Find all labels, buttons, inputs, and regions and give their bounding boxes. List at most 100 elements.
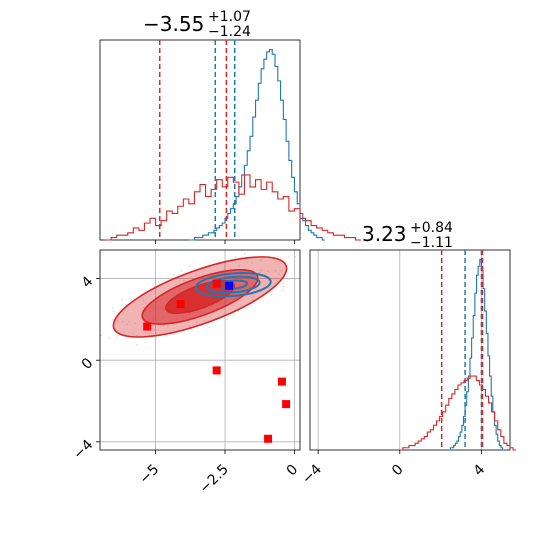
hist-bottom-right-xtick-label-1: 0 bbox=[389, 462, 407, 480]
scatter-point-0 bbox=[143, 322, 152, 331]
hist-top-left-series-0-step bbox=[188, 48, 325, 241]
contour-0-sample-63 bbox=[285, 276, 288, 278]
contour-0-sample-88 bbox=[144, 301, 147, 304]
contour-0-sample-12 bbox=[142, 306, 145, 309]
grid-bottom-right bbox=[317, 250, 482, 450]
contour-0-sample-28 bbox=[158, 282, 160, 284]
contour-0-sample-52 bbox=[238, 264, 240, 267]
contour-0-sample-131 bbox=[278, 273, 280, 276]
title-bottom-right-value: 3.23 bbox=[362, 222, 407, 246]
contour-0-sample-25 bbox=[112, 319, 114, 321]
contour-0-sample-17 bbox=[126, 323, 129, 326]
hist-top-left-marks bbox=[105, 40, 362, 241]
panel-top-left: −3.55 +1.07 −1.24 bbox=[99, 9, 362, 244]
contour-0-sample-22 bbox=[136, 334, 138, 337]
axes-joint bbox=[99, 249, 301, 451]
scatter-point-1 bbox=[176, 300, 185, 309]
contour-0-sample-66 bbox=[232, 314, 235, 316]
hist-bottom-right-series-0-step bbox=[448, 258, 505, 451]
scatter-point-6 bbox=[264, 434, 273, 443]
contour-0-sample-14 bbox=[166, 325, 169, 328]
contour-0-sample-35 bbox=[136, 344, 138, 346]
contour-0-sample-51 bbox=[134, 322, 136, 325]
contour-0-sample-123 bbox=[259, 271, 261, 274]
scatter-point-5 bbox=[282, 400, 291, 409]
contour-0-sample-58 bbox=[252, 298, 254, 301]
contour-0-sample-31 bbox=[243, 252, 246, 255]
contour-0-sample-53 bbox=[209, 315, 211, 318]
contour-0-sample-71 bbox=[282, 289, 284, 291]
contour-0-sample-64 bbox=[115, 336, 118, 339]
contour-0-sample-95 bbox=[188, 325, 191, 328]
scatter-point-3 bbox=[212, 366, 221, 375]
contour-0-sample-26 bbox=[277, 255, 279, 257]
contour-0-sample-55 bbox=[274, 269, 277, 272]
contour-0-sample-92 bbox=[252, 295, 255, 298]
hist-bottom-right-xtick-label-0: −4 bbox=[299, 461, 325, 487]
contour-0-sample-29 bbox=[288, 278, 290, 280]
contour-1-level-1 bbox=[206, 275, 261, 294]
hist-top-left-series-1-step bbox=[105, 174, 362, 241]
contour-1-level-0 bbox=[194, 272, 272, 298]
scatter-point-2 bbox=[212, 279, 221, 288]
joint-ytick-label-2: 4 bbox=[79, 274, 97, 292]
contour-0-sample-54 bbox=[142, 299, 145, 302]
contour-0-sample-136 bbox=[279, 257, 282, 259]
contour-0-sample-128 bbox=[251, 262, 253, 264]
contour-0-sample-110 bbox=[306, 261, 308, 263]
contour-0-sample-36 bbox=[188, 265, 191, 267]
panel-joint: −5 −2.5 0−404 bbox=[70, 247, 308, 497]
contour-0-sample-139 bbox=[282, 282, 285, 285]
title-top-left: −3.55 bbox=[143, 12, 204, 36]
panel-bottom-right: 3.23 +0.84 −1.11 −4 0 4 bbox=[299, 220, 517, 487]
contour-0-sample-32 bbox=[226, 318, 229, 321]
contour-0-sample-93 bbox=[121, 320, 124, 323]
ticks-top-left bbox=[155, 240, 295, 244]
scatter-point-7 bbox=[225, 281, 234, 290]
contour-0-sample-137 bbox=[164, 334, 166, 337]
contour-0-sample-124 bbox=[162, 325, 165, 327]
contour-0-sample-130 bbox=[149, 293, 151, 295]
joint-ytick-label-0: −4 bbox=[70, 437, 96, 463]
joint-ytick-label-1: 0 bbox=[79, 355, 97, 373]
contour-0-sample-138 bbox=[167, 278, 170, 280]
contour-0-sample-105 bbox=[282, 285, 285, 288]
contour-0-sample-89 bbox=[267, 270, 270, 273]
title-bottom-right-minus: −1.11 bbox=[410, 235, 453, 251]
contour-0-sample-91 bbox=[195, 273, 198, 276]
contour-0-sample-109 bbox=[121, 298, 123, 301]
hist-bottom-right-series-1-step bbox=[399, 375, 517, 451]
contour-0-sample-65 bbox=[234, 256, 237, 258]
title-bottom-right: 3.23 bbox=[362, 222, 407, 246]
title-bottom-right-plus: +0.84 bbox=[410, 220, 453, 236]
hist-bottom-right-xtick-label-2: 4 bbox=[471, 461, 489, 479]
contour-0-sample-56 bbox=[144, 332, 147, 334]
hist-bottom-right-marks bbox=[399, 250, 517, 451]
ticks-bottom-right: −4 0 4 bbox=[299, 450, 488, 487]
scatter-point-4 bbox=[277, 377, 286, 386]
contour-0-sample-70 bbox=[180, 269, 183, 272]
contour-0-sample-15 bbox=[183, 279, 185, 282]
contour-0-sample-69 bbox=[145, 341, 148, 344]
axes-bottom-right bbox=[309, 249, 511, 451]
contour-0-sample-50 bbox=[255, 287, 257, 290]
contour-0-sample-68 bbox=[294, 256, 297, 258]
contour-0-sample-27 bbox=[172, 333, 175, 336]
contour-0-sample-57 bbox=[201, 269, 204, 272]
contour-0-sample-73 bbox=[271, 247, 273, 249]
contour-0-sample-34 bbox=[301, 256, 303, 258]
contour-0-sample-90 bbox=[153, 328, 156, 331]
contour-0-sample-106 bbox=[100, 334, 102, 337]
contour-0-sample-20 bbox=[142, 297, 144, 299]
contour-0-sample-94 bbox=[259, 259, 262, 262]
contour-0-sample-104 bbox=[173, 274, 176, 276]
contour-0-sample-102 bbox=[287, 256, 290, 259]
points-joint bbox=[143, 279, 291, 443]
contour-0-sample-13 bbox=[260, 269, 262, 272]
contours-joint bbox=[100, 247, 308, 346]
contour-0-sample-125 bbox=[190, 277, 193, 280]
contour-0-sample-101 bbox=[113, 312, 116, 315]
title-top-left-minus: −1.24 bbox=[208, 24, 251, 40]
contour-0-sample-21 bbox=[280, 270, 283, 272]
